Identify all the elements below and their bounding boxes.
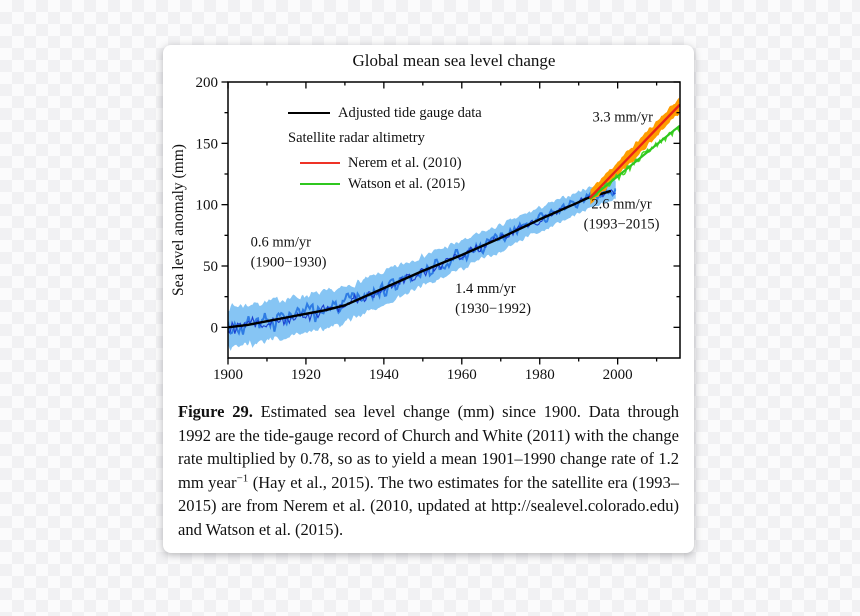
- x-tick-label: 1980: [525, 367, 555, 383]
- series-nerem-et-al-2010: [589, 104, 680, 199]
- plot-frame: [227, 81, 681, 359]
- caption-text: Estimated sea level change (mm) since 19…: [178, 402, 679, 492]
- x-tick-label: 1920: [291, 367, 321, 383]
- rate-annotation: (1900−1930): [251, 254, 327, 270]
- series-watson-et-al-2015: [589, 125, 680, 200]
- figure-caption: Figure 29. Estimated sea level change (m…: [178, 400, 679, 541]
- y-tick-label: 100: [196, 198, 219, 214]
- chart-area: 1900 1920 1940 1960 1980 2000 0 50 100 150 200 0.6 …: [163, 45, 694, 397]
- caption-figure-number: Figure 29.: [178, 402, 253, 421]
- rate-annotation: (1993−2015): [584, 216, 660, 232]
- rate-annotation: 3.3 mm/yr: [593, 109, 654, 125]
- sea-level-chart-canvas: 1900 1920 1940 1960 1980 2000 0 50 100 150 200 0.6 …: [196, 75, 681, 383]
- caption-text: −1: [236, 472, 249, 484]
- rate-annotation: 1.4 mm/yr: [455, 281, 516, 297]
- y-tick-label: 50: [203, 259, 218, 275]
- x-tick-label: 1960: [447, 367, 477, 383]
- x-tick-label: 2000: [603, 367, 633, 383]
- series-adjusted-tide-gauge-data: [228, 189, 612, 329]
- x-tick-label: 1900: [213, 367, 243, 383]
- caption-text: (Hay et al., 2015). The two estimates fo…: [178, 472, 679, 539]
- chart-title: Global mean sea level change: [352, 51, 556, 70]
- rate-annotation: (1930−1992): [455, 301, 531, 317]
- series-tide-gauge-uncertainty-band: [228, 179, 616, 351]
- series-tide-gauge-record-detail: [228, 188, 616, 334]
- y-axis-label: Sea level anomaly (mm): [170, 144, 187, 296]
- x-tick-label: 1940: [369, 367, 399, 383]
- y-tick-label: 200: [196, 75, 219, 91]
- y-tick-label: 150: [196, 136, 219, 152]
- figure-card: 1900 1920 1940 1960 1980 2000 0 50 100 150 200 0.6 …: [163, 45, 694, 553]
- rate-annotation: 2.6 mm/yr: [591, 196, 652, 212]
- rate-annotation: 0.6 mm/yr: [251, 234, 312, 250]
- y-tick-label: 0: [211, 320, 219, 336]
